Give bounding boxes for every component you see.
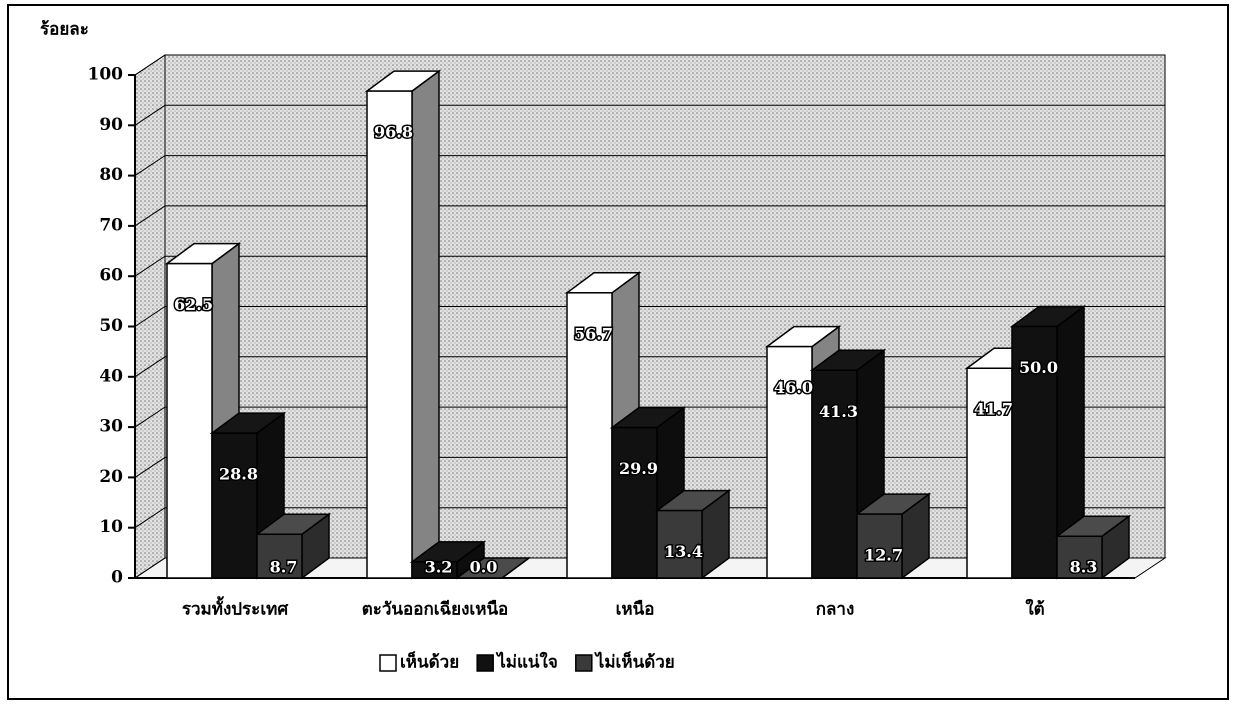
data-label: 0.0 (470, 558, 498, 577)
y-tick-label: 60 (99, 266, 123, 286)
bar (966, 367, 1013, 579)
y-tick-label: 40 (99, 366, 123, 386)
x-tick-label: ตะวันออกเฉียงเหนือ (362, 599, 509, 620)
grid-line (134, 306, 1165, 327)
legend-swatch (379, 654, 397, 672)
bar (256, 533, 303, 579)
y-tick-label: 50 (99, 316, 123, 336)
data-label: 8.7 (270, 558, 298, 577)
y-tick-label: 10 (99, 517, 123, 537)
bar-side (411, 69, 440, 580)
data-label: 12.7 (864, 546, 903, 565)
bar (856, 513, 903, 579)
bar (566, 292, 613, 579)
y-tick-label: 90 (99, 115, 123, 135)
grid-line (134, 54, 1165, 76)
data-label: 50.0 (1019, 358, 1058, 377)
legend-label: เห็นด้วย (400, 650, 459, 673)
bar (611, 426, 658, 579)
bar (1011, 325, 1058, 579)
legend-label: ไม่เห็นด้วย (594, 650, 675, 673)
data-label: 28.8 (219, 465, 258, 484)
y-tick-label: 80 (99, 165, 123, 185)
grid-line (134, 255, 1165, 277)
legend-swatch (476, 654, 494, 672)
grid-line (134, 104, 1165, 126)
bar (166, 262, 213, 579)
legend-swatch (575, 654, 593, 672)
legend: เห็นด้วย ไม่แน่ใจ ไม่เห็นด้วย (379, 650, 675, 673)
bar-top (454, 557, 532, 579)
bar (766, 345, 813, 579)
y-tick-label: 30 (99, 417, 123, 437)
data-label: 41.7 (974, 400, 1013, 419)
data-label: 3.2 (425, 558, 453, 577)
data-label: 96.8 (374, 123, 413, 142)
data-label: 56.7 (574, 324, 613, 343)
data-label: 46.0 (774, 378, 813, 397)
legend-label: ไม่แน่ใจ (495, 652, 558, 673)
bar (211, 432, 258, 579)
data-label: 29.9 (619, 459, 658, 478)
bar (411, 561, 458, 579)
data-label: 13.4 (664, 542, 703, 561)
bar (811, 369, 858, 579)
data-label: 8.3 (1070, 558, 1098, 577)
y-tick-label: 20 (99, 467, 123, 487)
data-label: 41.3 (819, 402, 858, 421)
x-tick-label: กลาง (816, 600, 855, 620)
y-tick-label: 100 (88, 65, 124, 85)
y-axis-label: ร้อยละ (40, 20, 89, 40)
data-label: 62.5 (174, 295, 213, 314)
bar (1056, 535, 1103, 579)
x-tick-label: เหนือ (616, 599, 655, 620)
x-tick-label: รวมทั้งประเทศ (182, 596, 289, 620)
y-tick-label: 70 (99, 215, 123, 235)
grid-line (134, 155, 1165, 177)
y-tick-label: 0 (111, 568, 123, 588)
x-tick-label: ใต้ (1025, 599, 1044, 620)
bar (366, 90, 413, 579)
bar (656, 509, 703, 579)
grid-line (134, 205, 1165, 227)
